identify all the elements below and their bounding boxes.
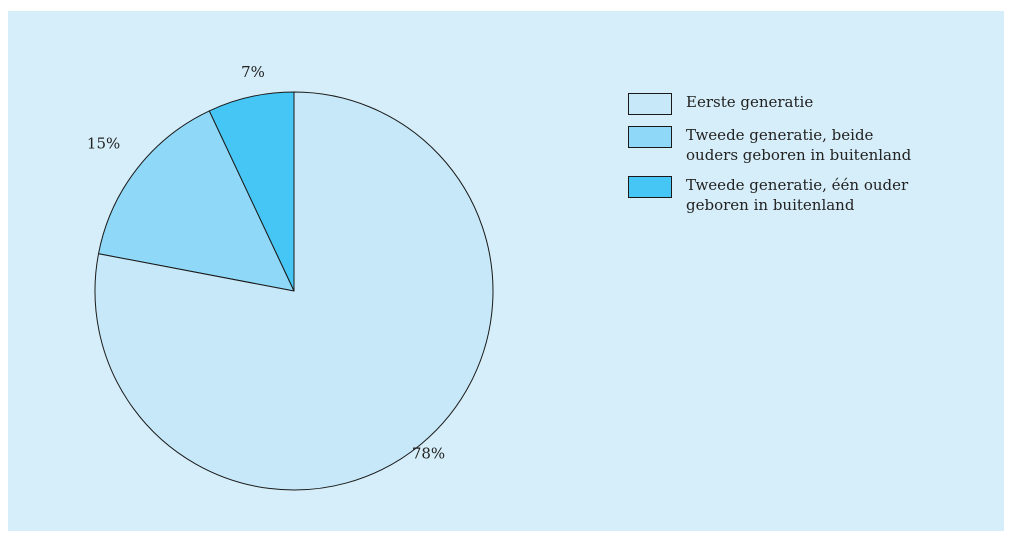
legend-item-tweede-generatie-beide-ouders: Tweede generatie, beide ouders geboren i… [628, 125, 968, 165]
pie-slices [94, 91, 494, 491]
pie-label-eerste-generatie: 78% [412, 445, 445, 463]
pie-label-tweede-generatie-beide-ouders: 15% [87, 134, 120, 152]
legend-item-eerste-generatie: Eerste generatie [628, 92, 968, 115]
pie-label-tweede-generatie-een-ouder: 7% [241, 63, 265, 81]
legend-swatch-eerste-generatie [628, 93, 672, 115]
pie-slice-tweede-generatie-beide-ouders [98, 110, 295, 292]
pie-slice-eerste-generatie [94, 91, 494, 491]
pie-labels: 7% 15% 78% [87, 63, 445, 463]
legend-label-eerste-generatie: Eerste generatie [686, 93, 814, 111]
legend-label-tweede-generatie-een-ouder: Tweede generatie, één ouder geboren in b… [686, 176, 909, 214]
legend: Eerste generatie Tweede generatie, beide… [628, 92, 968, 225]
legend-label-tweede-generatie-beide-ouders: Tweede generatie, beide ouders geboren i… [686, 126, 912, 164]
legend-item-tweede-generatie-een-ouder: Tweede generatie, één ouder geboren in b… [628, 175, 968, 215]
legend-swatch-tweede-generatie-beide-ouders [628, 126, 672, 148]
legend-swatch-tweede-generatie-een-ouder [628, 176, 672, 198]
